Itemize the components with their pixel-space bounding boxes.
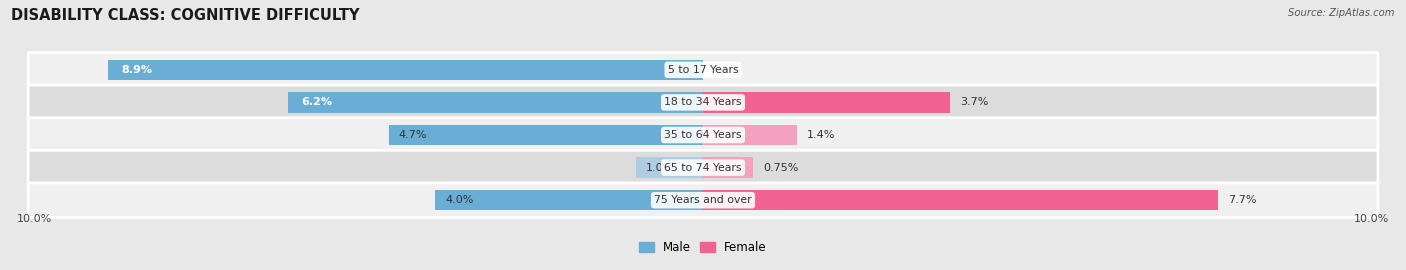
Text: 7.7%: 7.7% — [1227, 195, 1257, 205]
Text: 0.75%: 0.75% — [763, 163, 799, 173]
FancyBboxPatch shape — [28, 85, 1378, 120]
Bar — [388, 125, 703, 145]
Text: 18 to 34 Years: 18 to 34 Years — [664, 97, 742, 107]
Bar — [636, 157, 703, 178]
Text: 10.0%: 10.0% — [1354, 214, 1389, 224]
Bar — [703, 92, 950, 113]
FancyBboxPatch shape — [28, 118, 1378, 152]
Text: 3.7%: 3.7% — [960, 97, 988, 107]
Text: 75 Years and over: 75 Years and over — [654, 195, 752, 205]
Legend: Male, Female: Male, Female — [634, 236, 772, 259]
Text: 0.0%: 0.0% — [713, 65, 741, 75]
Text: 8.9%: 8.9% — [121, 65, 152, 75]
Text: DISABILITY CLASS: COGNITIVE DIFFICULTY: DISABILITY CLASS: COGNITIVE DIFFICULTY — [11, 8, 360, 23]
Bar — [108, 60, 703, 80]
FancyBboxPatch shape — [28, 150, 1378, 185]
Text: Source: ZipAtlas.com: Source: ZipAtlas.com — [1288, 8, 1395, 18]
Text: 1.0%: 1.0% — [647, 163, 675, 173]
Text: 6.2%: 6.2% — [302, 97, 333, 107]
Bar — [703, 190, 1218, 210]
Text: 4.0%: 4.0% — [446, 195, 474, 205]
Text: 5 to 17 Years: 5 to 17 Years — [668, 65, 738, 75]
Bar — [436, 190, 703, 210]
FancyBboxPatch shape — [28, 52, 1378, 87]
Text: 1.4%: 1.4% — [807, 130, 835, 140]
FancyBboxPatch shape — [28, 183, 1378, 218]
Bar — [703, 125, 797, 145]
Text: 65 to 74 Years: 65 to 74 Years — [664, 163, 742, 173]
Bar — [288, 92, 703, 113]
Text: 35 to 64 Years: 35 to 64 Years — [664, 130, 742, 140]
Text: 10.0%: 10.0% — [17, 214, 52, 224]
Bar — [703, 157, 754, 178]
Text: 4.7%: 4.7% — [399, 130, 427, 140]
